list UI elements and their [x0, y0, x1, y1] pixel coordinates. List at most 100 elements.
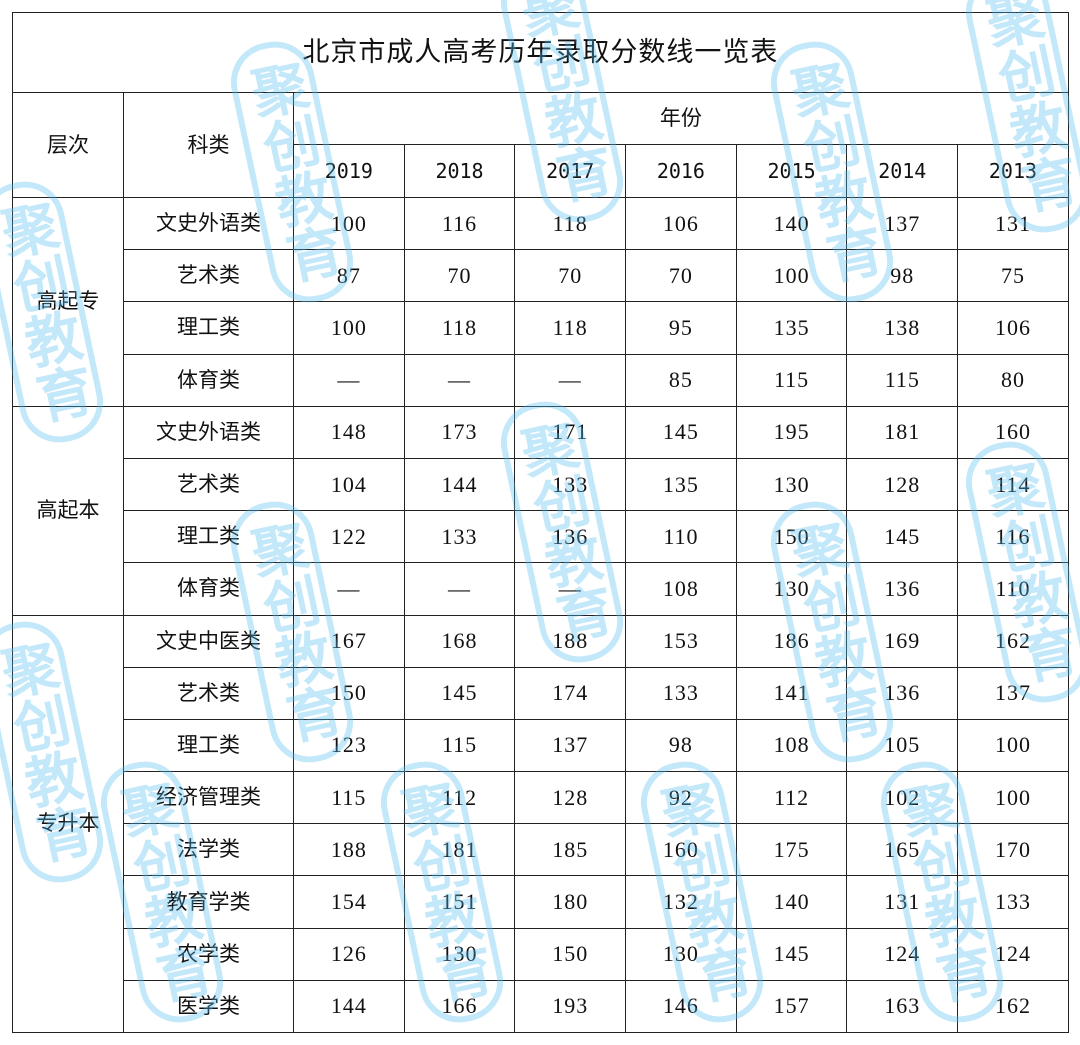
score-cell: 104	[294, 458, 405, 512]
score-cell: 150	[515, 928, 627, 981]
header-year-group: 年份	[294, 93, 1069, 145]
category-cell: 文史外语类	[124, 406, 294, 459]
score-cell: 115	[404, 719, 516, 773]
score-cell: 160	[626, 824, 737, 877]
score-cell: 140	[736, 876, 848, 929]
score-cell: 146	[626, 980, 737, 1033]
header-year: 2019	[294, 145, 405, 198]
score-cell: 100	[958, 719, 1069, 773]
header-year: 2018	[404, 145, 516, 198]
score-cell: 126	[294, 928, 405, 981]
header-year: 2017	[515, 145, 627, 198]
score-cell: 144	[404, 458, 516, 512]
score-cell: 160	[958, 406, 1069, 459]
score-cell: 98	[626, 719, 737, 773]
score-cell: 133	[404, 511, 516, 564]
score-cell: 106	[626, 198, 737, 251]
score-cell: 162	[958, 615, 1069, 668]
score-cell: 115	[736, 354, 848, 407]
score-cell: 133	[958, 876, 1069, 929]
header-year: 2016	[626, 145, 737, 198]
score-cell: 116	[958, 511, 1069, 564]
score-cell: 130	[736, 563, 848, 616]
score-cell: 131	[847, 876, 959, 929]
score-cell: 118	[515, 302, 627, 355]
score-cell: 122	[294, 511, 405, 564]
score-cell: 166	[404, 980, 516, 1033]
score-cell: 145	[404, 667, 516, 720]
score-cell: 100	[294, 198, 405, 251]
level-cell: 高起本	[13, 406, 124, 616]
score-cell: 185	[515, 824, 627, 877]
level-cell: 专升本	[13, 615, 124, 1033]
score-cell: 130	[404, 928, 516, 981]
score-cell: 118	[404, 302, 516, 355]
header-year: 2015	[736, 145, 848, 198]
header-level: 层次	[13, 93, 124, 198]
score-cell: 128	[847, 458, 959, 512]
score-cell: 108	[626, 563, 737, 616]
score-cell: 137	[958, 667, 1069, 720]
category-cell: 体育类	[124, 354, 294, 407]
score-cell: 131	[958, 198, 1069, 251]
score-cell: 116	[404, 198, 516, 251]
score-cell: 108	[736, 719, 848, 773]
level-cell: 高起专	[13, 198, 124, 407]
score-cell: 105	[847, 719, 959, 773]
score-cell: 154	[294, 876, 405, 929]
score-cell: 168	[404, 615, 516, 668]
score-cell: 174	[515, 667, 627, 720]
header-year: 2014	[847, 145, 959, 198]
score-cell: 150	[736, 511, 848, 564]
score-cell: —	[404, 354, 516, 407]
score-cell: 188	[294, 824, 405, 877]
score-cell: 130	[626, 928, 737, 981]
score-cell: 153	[626, 615, 737, 668]
score-cell: 114	[958, 458, 1069, 512]
category-cell: 理工类	[124, 719, 294, 773]
category-cell: 体育类	[124, 563, 294, 616]
score-cell: 115	[847, 354, 959, 407]
category-cell: 艺术类	[124, 667, 294, 720]
score-cell: 136	[515, 511, 627, 564]
score-cell: 118	[515, 198, 627, 251]
category-cell: 文史中医类	[124, 615, 294, 668]
score-cell: 70	[515, 250, 627, 303]
score-cell: 112	[736, 772, 848, 825]
score-cell: 170	[958, 824, 1069, 877]
score-cell: 150	[294, 667, 405, 720]
score-cell: —	[515, 563, 627, 616]
score-cell: 171	[515, 406, 627, 459]
score-cell: 87	[294, 250, 405, 303]
score-cell: 193	[515, 980, 627, 1033]
score-cell: 141	[736, 667, 848, 720]
category-cell: 艺术类	[124, 458, 294, 512]
score-cell: 181	[847, 406, 959, 459]
score-cell: 157	[736, 980, 848, 1033]
score-cell: 75	[958, 250, 1069, 303]
score-cell: 140	[736, 198, 848, 251]
score-cell: 115	[294, 772, 405, 825]
score-cell: 70	[404, 250, 516, 303]
score-cell: 136	[847, 563, 959, 616]
score-cell: 169	[847, 615, 959, 668]
score-cell: 165	[847, 824, 959, 877]
score-cell: 110	[626, 511, 737, 564]
score-cell: —	[515, 354, 627, 407]
score-cell: 110	[958, 563, 1069, 616]
table-title: 北京市成人高考历年录取分数线一览表	[13, 13, 1069, 93]
score-cell: 128	[515, 772, 627, 825]
score-cell: 100	[294, 302, 405, 355]
score-cell: 124	[958, 928, 1069, 981]
score-cell: 138	[847, 302, 959, 355]
category-cell: 农学类	[124, 928, 294, 981]
score-cell: 85	[626, 354, 737, 407]
score-cell: 112	[404, 772, 516, 825]
score-cell: 130	[736, 458, 848, 512]
score-cell: 148	[294, 406, 405, 459]
score-cell: —	[294, 563, 405, 616]
score-cell: 80	[958, 354, 1069, 407]
score-cell: 151	[404, 876, 516, 929]
score-cell: 102	[847, 772, 959, 825]
score-cell: 145	[626, 406, 737, 459]
